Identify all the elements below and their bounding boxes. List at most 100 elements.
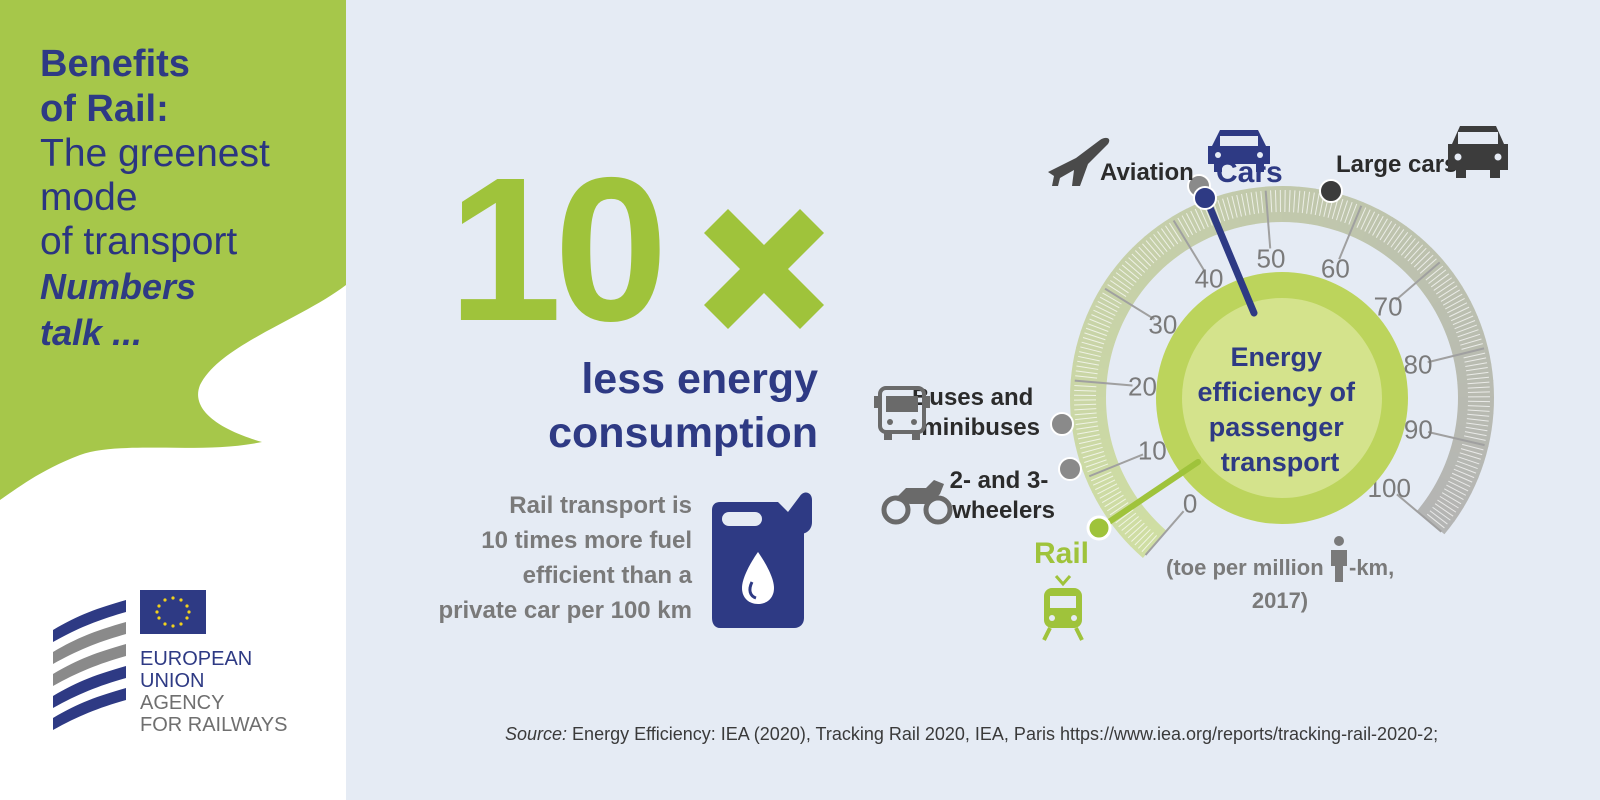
rail-desc-line-3: efficient than a [522,562,692,589]
gauge-tick [1084,455,1106,463]
gauge-tick [1127,522,1145,539]
center-label-1: Energy [1230,342,1322,372]
gauge-tick [1260,191,1264,214]
gauge-tick [1463,435,1486,441]
gauge-band-segment [1100,488,1139,522]
gauge-tick [1087,323,1109,332]
gauge-band-segment [1121,247,1159,284]
gauge-tick [1432,506,1451,521]
gauge-tick [1413,251,1431,268]
gauge-tick [1410,247,1427,265]
gauge-tick [1079,351,1101,358]
aviation-label: Aviation [1100,159,1194,186]
gauge-band-segment [1070,363,1109,384]
gauge-tick [1076,425,1099,430]
gauge-tick-label: 80 [1403,350,1432,380]
gauge-tick [1455,464,1477,474]
gauge-band-segment [1424,488,1464,522]
train-icon [1042,575,1084,641]
gauge-tick [1089,318,1111,328]
gauge-tick [1090,471,1112,482]
gauge-band-segment [1072,423,1111,447]
gauge-tick [1118,268,1137,283]
gauge-tick [1450,476,1471,488]
gauge-tick [1441,492,1462,505]
gauge-tick [1217,199,1226,222]
gauge-tick-label: 90 [1404,415,1433,445]
rail-desc-line-1: Rail transport is [509,492,692,519]
gauge-tick [1435,281,1455,295]
gauge-tick [1093,309,1114,320]
center-label-2: efficiency of [1197,377,1356,407]
gauge-tick [1375,218,1388,238]
gauge-tick [1104,287,1155,321]
gauge-tick [1427,347,1485,364]
gauge-tick [1360,209,1371,230]
logo-line-1: EUROPEAN [140,648,253,670]
gauge-tick [1419,258,1437,274]
gauge-scale-ticks [1074,190,1490,556]
gauge-tick [1301,191,1306,214]
speech-bubble [0,0,346,500]
gauge-tick [1181,215,1194,236]
title-light-3: of transport [40,220,238,263]
gauge-tick [1452,315,1474,326]
rail-desc-line-4: private car per 100 km [438,597,693,624]
eu-flag-icon [140,590,206,634]
gauge-tick [1084,332,1106,341]
gauge-tick [1099,487,1120,499]
gauge-band-segment [1086,300,1126,330]
gauge-tick [1416,254,1434,271]
gauge-tick [1149,237,1165,255]
gauge-tick [1144,510,1185,556]
gauge-tick [1134,250,1152,267]
gauge-tick [1400,238,1416,256]
gauge-band-segment [1080,315,1120,343]
gauge-tick [1465,362,1488,367]
gauge-tick [1121,264,1140,280]
cars-needle [1202,194,1258,317]
gauge-tick [1379,220,1393,241]
center-label-4: transport [1221,447,1340,477]
gauge-tick [1428,269,1447,284]
left-panel: Benefits of Rail: The greenest mode of t… [0,0,346,800]
gauge-tick [1080,442,1102,449]
gauge-tick [1141,535,1158,553]
gauge-band-segment [1444,451,1485,479]
gauge-tick [1460,338,1482,346]
gauge-tick [1467,376,1490,380]
big-number: 10 [448,135,668,364]
gauge-band-segment [1109,499,1148,535]
gauge-band-segment [1406,247,1444,284]
gauge-tick [1335,198,1344,221]
gauge-tick [1134,529,1151,546]
gauge-band-segment [1132,236,1169,274]
gauge-tick [1293,190,1296,213]
gauge-tick [1074,389,1097,392]
gauge-tick [1450,311,1472,322]
gauge-tick [1467,386,1490,389]
gauge-tick [1118,512,1137,528]
gauge-tick-label: 30 [1148,309,1177,339]
gauge-tick [1110,280,1129,294]
gauge-tick [1082,451,1105,459]
large-car-icon [1448,126,1508,178]
gauge-tick [1165,225,1179,245]
gauge-tick [1407,244,1424,262]
gauge-tick [1078,355,1100,362]
buses-marker [1050,412,1074,436]
gauge-tick [1433,277,1453,291]
gauge-tick [1467,413,1490,417]
title-block: Benefits of Rail: The greenest mode of t… [40,42,270,356]
buses-label: Buses and minibuses [912,384,1040,441]
airplane-icon [1048,137,1110,186]
title-bold-2: of Rail: [40,88,169,130]
gauge-band-segment [1070,410,1109,430]
gauge-tick [1445,298,1465,310]
gauge-tick [1085,327,1107,337]
gauge-tick [1077,429,1099,435]
gauge-tick [1444,488,1464,501]
gauge-tick [1310,192,1315,215]
gauge-tick [1226,197,1234,219]
